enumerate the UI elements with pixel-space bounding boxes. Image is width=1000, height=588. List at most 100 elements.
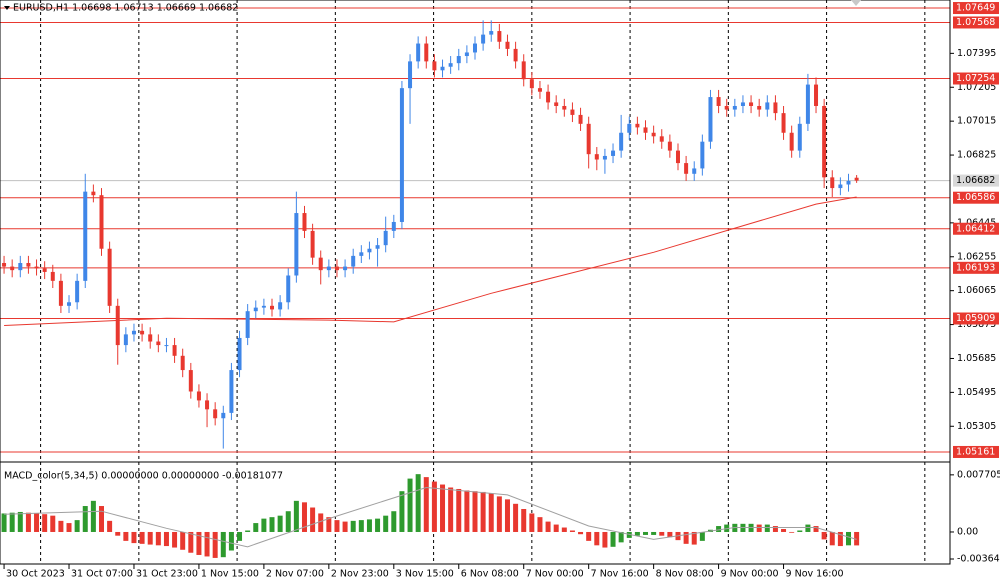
candle-body	[391, 221, 396, 231]
level-label-box	[953, 445, 999, 458]
candle-body	[261, 305, 266, 308]
candle-body	[399, 88, 404, 222]
menu-arrow[interactable]	[4, 6, 10, 10]
macd-bar	[480, 491, 486, 532]
level-label-box	[953, 261, 999, 274]
macd-bar	[781, 529, 787, 532]
candle-body	[675, 150, 680, 164]
macd-title: MACD_color(5,34,5) 0.00000000 0.00000000…	[4, 471, 283, 482]
candle-body	[140, 330, 145, 335]
x-tick-label: 31 Oct 23:00	[136, 569, 198, 580]
macd-bar	[488, 493, 494, 532]
candle-body	[659, 136, 664, 142]
macd-signal	[4, 486, 857, 548]
candle-body	[123, 334, 128, 346]
macd-bar	[440, 484, 446, 532]
candle-body	[765, 102, 770, 110]
candle-body	[67, 302, 72, 306]
macd-bar	[837, 531, 843, 547]
candle-body	[489, 31, 494, 35]
level-label-box	[953, 191, 999, 204]
macd-bar	[634, 531, 640, 536]
macd-bar	[545, 521, 551, 532]
macd-bar	[569, 530, 575, 532]
level-label: 1.06193	[956, 262, 995, 273]
candle-body	[310, 230, 315, 258]
candle-body	[814, 84, 819, 106]
candle-body	[237, 337, 242, 371]
macd-bar	[139, 531, 145, 544]
macd-bar	[821, 531, 827, 540]
macd-bar	[789, 531, 795, 533]
candle-body	[424, 43, 429, 62]
macd-bar	[464, 490, 470, 532]
x-tick-label: 3 Nov 15:00	[396, 569, 454, 580]
macd-bar	[643, 531, 649, 535]
candle-body	[554, 102, 559, 106]
macd-bar	[667, 531, 673, 538]
candle-body	[318, 257, 323, 271]
candle-body	[578, 114, 583, 124]
macd-bar	[699, 531, 705, 541]
macd-bar	[277, 515, 283, 532]
macd-bar	[805, 524, 811, 532]
candle-body	[213, 409, 218, 419]
candle-body	[619, 132, 624, 151]
macd-bar	[423, 477, 429, 532]
macd-bar	[594, 531, 600, 546]
macd-bar	[90, 500, 96, 532]
candle-body	[562, 105, 567, 110]
macd-bar	[504, 499, 510, 532]
candle-body	[26, 263, 31, 267]
macd-bar	[58, 520, 64, 532]
candle-body	[724, 105, 729, 110]
candle-body	[773, 102, 778, 114]
level-label: 1.07254	[956, 73, 995, 84]
candle-body	[131, 330, 136, 335]
candle-body	[505, 41, 510, 49]
candle-body	[594, 154, 599, 160]
macd-bar	[253, 523, 259, 532]
moving-average	[4, 196, 857, 326]
candle-body	[456, 56, 461, 64]
candle-body	[302, 213, 307, 231]
macd-bar	[691, 531, 697, 545]
candle-body	[497, 31, 502, 42]
macd-bar	[9, 512, 15, 532]
candle-body	[586, 123, 591, 155]
candle-body	[180, 355, 185, 371]
macd-bar	[172, 531, 178, 548]
macd-bar	[602, 531, 608, 548]
candle-body	[375, 245, 380, 249]
candle-body	[643, 127, 648, 133]
macd-bar	[553, 524, 559, 532]
y-tick-label: 1.05495	[957, 387, 996, 398]
candle-body	[805, 84, 810, 124]
candle-body	[188, 370, 193, 392]
candle-body	[546, 91, 551, 103]
y-tick-label: 1.06825	[957, 150, 996, 161]
candle-body	[830, 177, 835, 189]
macd-bar	[25, 512, 31, 532]
macd-bar	[456, 488, 462, 532]
macd-bar	[228, 531, 234, 551]
macd-bar	[147, 531, 153, 545]
macd-bar	[115, 531, 121, 536]
candle-body	[473, 43, 477, 53]
macd-bar	[42, 514, 48, 532]
candle-body	[229, 370, 234, 413]
candle-body	[334, 266, 339, 271]
macd-bar	[561, 527, 567, 532]
macd-bar	[366, 519, 372, 532]
candle-body	[270, 305, 275, 310]
scroll-marker	[851, 0, 861, 6]
candle-body	[667, 141, 672, 151]
candle-body	[75, 280, 80, 303]
macd-y-tick-label: 0.00	[957, 526, 978, 537]
macd-bar	[350, 520, 356, 532]
candle-body	[432, 61, 437, 71]
candle-body	[367, 248, 372, 253]
candle-body	[602, 155, 607, 160]
